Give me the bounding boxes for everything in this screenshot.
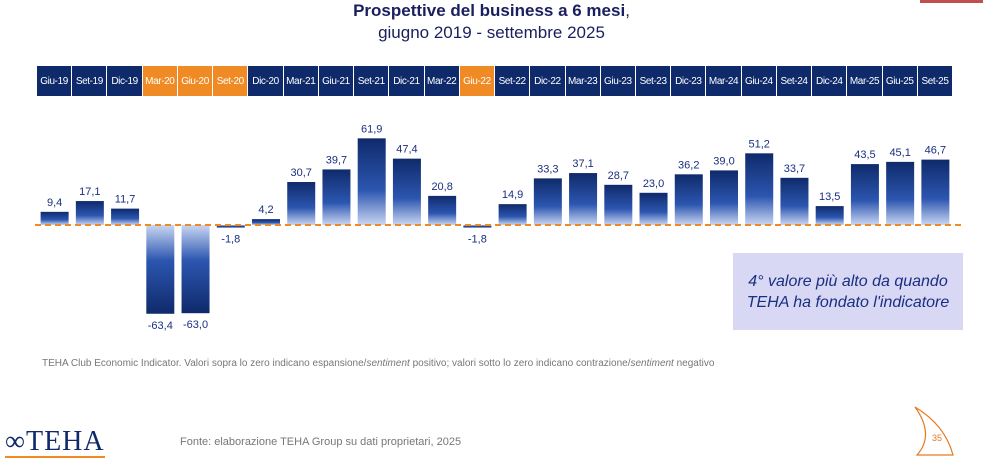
period-label: Set-20 bbox=[213, 66, 249, 96]
bar bbox=[111, 208, 140, 225]
data-label: 33,7 bbox=[784, 163, 805, 175]
data-label: 33,3 bbox=[537, 163, 558, 175]
teha-logo: ∞TEHA bbox=[5, 426, 105, 458]
period-label: Giu-22 bbox=[459, 66, 496, 96]
bar bbox=[216, 225, 245, 228]
data-label: 51,2 bbox=[749, 138, 770, 150]
period-label: Dic-22 bbox=[530, 66, 566, 96]
data-label: -63,0 bbox=[183, 319, 208, 331]
bar bbox=[886, 161, 915, 225]
data-label: -1,8 bbox=[221, 234, 240, 246]
period-label: Set-19 bbox=[72, 66, 108, 96]
data-label: 14,9 bbox=[502, 189, 523, 201]
bar bbox=[252, 219, 280, 225]
period-label: Giu-24 bbox=[741, 66, 777, 96]
bar bbox=[921, 159, 950, 225]
period-label: Mar-20 bbox=[142, 66, 178, 96]
bar bbox=[850, 164, 879, 225]
note-text: TEHA Club Economic Indicator. Valori sop… bbox=[42, 358, 367, 369]
period-label: Mar-24 bbox=[706, 66, 742, 96]
data-label: 37,1 bbox=[572, 158, 593, 170]
period-label: Giu-21 bbox=[318, 66, 355, 96]
bar bbox=[815, 206, 844, 225]
source-text: Fonte: elaborazione TEHA Group su dati p… bbox=[180, 436, 462, 448]
bar bbox=[392, 158, 421, 225]
bar bbox=[639, 192, 668, 225]
bar bbox=[533, 178, 562, 225]
callout-box: 4° valore più alto da quando TEHA ha fon… bbox=[733, 253, 963, 330]
note-italic: sentiment bbox=[366, 358, 410, 369]
period-label: Set-25 bbox=[917, 66, 954, 96]
data-label: 43,5 bbox=[854, 149, 875, 161]
period-label: Mar-21 bbox=[283, 66, 319, 96]
period-header: Giu-19 Set-19 Dic-19 Mar-20 Giu-20 Set-20 Dic-… bbox=[37, 66, 954, 96]
data-label: 47,4 bbox=[396, 144, 417, 156]
data-label: 39,7 bbox=[326, 154, 347, 166]
period-label: Giu-20 bbox=[177, 66, 214, 96]
period-label: Giu-23 bbox=[600, 66, 636, 96]
bar bbox=[710, 170, 738, 225]
corner-accent bbox=[920, 0, 983, 3]
bar bbox=[674, 174, 703, 225]
period-label: Set-22 bbox=[495, 66, 531, 96]
period-label: Mar-25 bbox=[847, 66, 883, 96]
data-label: -63,4 bbox=[148, 320, 173, 332]
data-label: 4,2 bbox=[258, 204, 273, 216]
bar bbox=[287, 182, 316, 225]
period-label: Set-24 bbox=[776, 66, 813, 96]
bar bbox=[75, 201, 104, 225]
period-label: Set-23 bbox=[635, 66, 672, 96]
note-text: negativo bbox=[673, 358, 715, 369]
bar bbox=[357, 138, 386, 225]
note-text: positivo; valori sotto lo zero indicano … bbox=[409, 358, 631, 369]
data-label: -1,8 bbox=[468, 234, 487, 246]
sail-icon bbox=[914, 406, 954, 456]
period-label: Set-21 bbox=[354, 66, 390, 96]
bar bbox=[428, 195, 457, 225]
bar bbox=[181, 225, 210, 314]
bar bbox=[780, 177, 809, 225]
data-label: 9,4 bbox=[47, 197, 62, 209]
chart-title-block: Prospettive del business a 6 mesi, giugn… bbox=[0, 0, 983, 44]
bar bbox=[463, 225, 492, 228]
bar bbox=[569, 173, 598, 225]
chart-title: Prospettive del business a 6 mesi bbox=[353, 1, 626, 20]
data-label: 13,5 bbox=[819, 191, 840, 203]
data-label: 30,7 bbox=[291, 167, 312, 179]
data-label: 61,9 bbox=[361, 123, 382, 135]
bar bbox=[322, 169, 351, 225]
period-label: Dic-24 bbox=[812, 66, 848, 96]
data-label: 17,1 bbox=[79, 186, 100, 198]
period-label: Mar-23 bbox=[565, 66, 601, 96]
data-label: 11,7 bbox=[115, 194, 136, 206]
period-label: Mar-22 bbox=[424, 66, 460, 96]
chart-subtitle: giugno 2019 - settembre 2025 bbox=[378, 23, 605, 42]
data-label: 36,2 bbox=[678, 159, 699, 171]
bar bbox=[146, 225, 175, 314]
note-italic: sentiment bbox=[630, 358, 674, 369]
data-label: 39,0 bbox=[713, 155, 734, 167]
footnote: TEHA Club Economic Indicator. Valori sop… bbox=[42, 358, 714, 369]
period-label: Dic-19 bbox=[107, 66, 143, 96]
data-label: 20,8 bbox=[431, 181, 452, 193]
bar bbox=[40, 211, 69, 225]
page-number: 35 bbox=[932, 433, 943, 443]
bar bbox=[498, 204, 527, 225]
period-label: Dic-20 bbox=[248, 66, 284, 96]
bar-chart: 9,4 17,1 11,7 -63,4 -63,0 -1,8 4,2 30,7 39,7 61,9… bbox=[35, 123, 962, 332]
data-label: 28,7 bbox=[608, 170, 629, 182]
period-label: Dic-23 bbox=[671, 66, 707, 96]
period-label: Giu-19 bbox=[37, 66, 73, 96]
period-label: Dic-21 bbox=[389, 66, 425, 96]
data-label: 45,1 bbox=[889, 147, 910, 159]
logo-text: TEHA bbox=[25, 426, 105, 457]
bar bbox=[745, 153, 774, 225]
data-label: 46,7 bbox=[925, 145, 946, 157]
period-label: Giu-25 bbox=[882, 66, 918, 96]
data-label: 23,0 bbox=[643, 178, 664, 190]
bar bbox=[604, 184, 633, 225]
